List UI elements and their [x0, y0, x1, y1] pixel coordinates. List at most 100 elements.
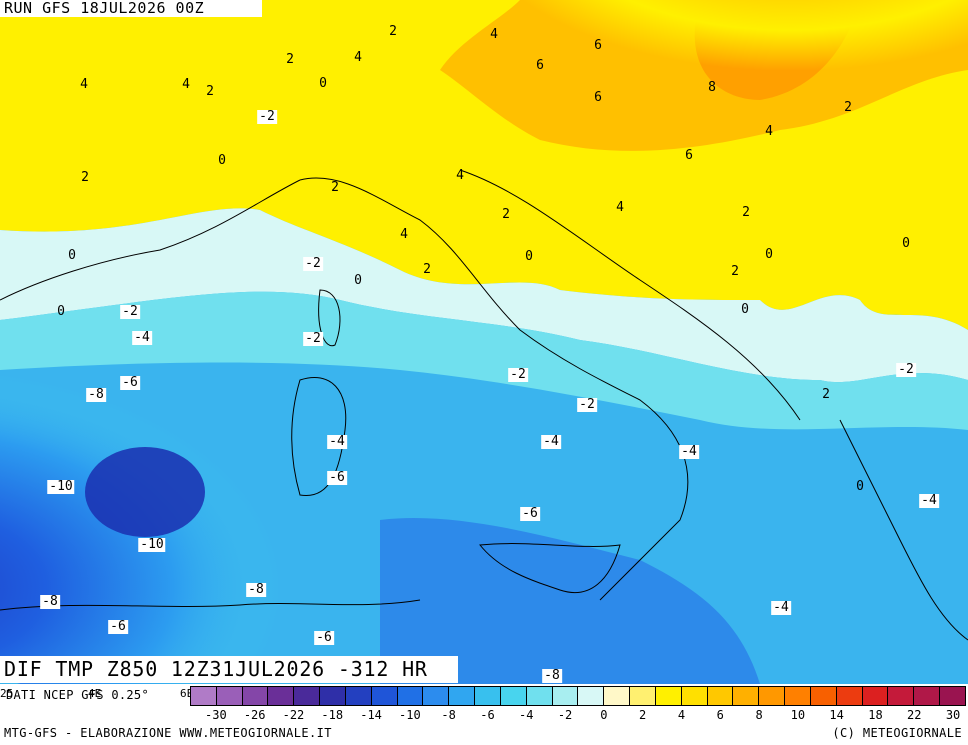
- color-scale-bar: [190, 686, 966, 706]
- isotherm-label: -2: [120, 304, 140, 319]
- color-scale-tick-label: 10: [790, 708, 806, 722]
- color-scale-tick-label: -8: [441, 708, 456, 722]
- color-scale-swatch: [785, 687, 811, 705]
- isotherm-label: 2: [81, 170, 89, 185]
- color-scale-swatch: [526, 687, 553, 705]
- isotherm-label: -2: [577, 397, 597, 412]
- isotherm-label: -8: [246, 582, 266, 597]
- color-scale-swatch: [862, 687, 889, 705]
- color-scale-swatch: [191, 687, 217, 705]
- color-scale-swatch: [475, 687, 501, 705]
- color-scale-tick-label: -22: [282, 708, 305, 722]
- color-scale-tick-label: 6: [716, 708, 724, 722]
- coast-france-spain: [0, 179, 301, 301]
- isotherm-label: 0: [68, 248, 76, 263]
- footer-credits: MTG-GFS - ELABORAZIONE WWW.METEOGIORNALE…: [4, 726, 332, 740]
- isotherm-label: 0: [856, 479, 864, 494]
- color-scale-swatch: [345, 687, 372, 705]
- color-scale-swatch: [500, 687, 527, 705]
- isotherm-label: 6: [594, 90, 602, 105]
- isotherm-label: 8: [708, 80, 716, 95]
- color-scale-tick-label: -6: [480, 708, 495, 722]
- color-scale-swatch: [630, 687, 656, 705]
- isotherm-label: -10: [138, 537, 166, 552]
- color-scale-swatch: [552, 687, 579, 705]
- isotherm-label: -4: [327, 434, 347, 449]
- color-scale-swatch: [604, 687, 631, 705]
- isotherm-label: 2: [502, 207, 510, 222]
- color-scale-swatch: [423, 687, 450, 705]
- edge-label-6e: 6E: [180, 687, 194, 700]
- isotherm-label: 6: [536, 58, 544, 73]
- temperature-anomaly-map: [0, 0, 968, 684]
- color-scale-swatch: [294, 687, 321, 705]
- parameter-label: DIF TMP Z850 12Z31JUL2026 -312 HR: [0, 656, 458, 683]
- edge-label-left: 25: [0, 687, 14, 700]
- color-scale-swatch: [733, 687, 760, 705]
- color-scale-tick-label: -10: [399, 708, 421, 722]
- isotherm-label: -4: [132, 330, 152, 345]
- isotherm-label: -4: [771, 600, 791, 615]
- isotherm-label: 0: [218, 153, 226, 168]
- color-scale-tick-label: -18: [321, 708, 344, 722]
- isotherm-label: 2: [331, 180, 339, 195]
- warm-overlay: [300, 0, 968, 240]
- coast-corsica: [318, 289, 341, 347]
- color-scale-tick-label: 4: [677, 708, 686, 722]
- isotherm-label: -6: [108, 619, 128, 634]
- color-scale-swatch: [578, 687, 605, 705]
- coast-greece: [839, 419, 968, 641]
- isotherm-label: -6: [314, 630, 334, 645]
- isotherm-label: 4: [490, 27, 498, 42]
- isotherm-label: 2: [844, 100, 852, 115]
- isotherm-label: 4: [765, 124, 773, 139]
- isotherm-label: -2: [257, 109, 277, 124]
- isotherm-label: -4: [679, 444, 699, 459]
- color-scale-swatch: [216, 687, 243, 705]
- coast-sicily: [479, 543, 621, 594]
- isotherm-label: -2: [508, 367, 528, 382]
- color-scale-tick-label: -26: [243, 708, 266, 722]
- isotherm-label: -2: [303, 331, 323, 346]
- isotherm-label: 0: [57, 304, 65, 319]
- isotherm-label: 2: [389, 24, 397, 39]
- color-scale-swatch: [242, 687, 269, 705]
- color-scale-swatch: [940, 687, 965, 705]
- isotherm-label: -2: [303, 256, 323, 271]
- color-scale-swatch: [759, 687, 786, 705]
- isotherm-label: 2: [822, 387, 830, 402]
- edge-label-4e: 4E: [88, 687, 102, 700]
- color-scale-swatch: [681, 687, 708, 705]
- isotherm-label: 0: [319, 76, 327, 91]
- color-scale-tick-label: -2: [557, 708, 573, 722]
- isotherm-label: 6: [594, 38, 602, 53]
- color-scale-swatch: [707, 687, 734, 705]
- isotherm-label: 2: [423, 262, 431, 277]
- color-scale-swatch: [268, 687, 295, 705]
- color-scale-swatch: [397, 687, 424, 705]
- isotherm-label: 4: [80, 77, 88, 92]
- color-scale-swatch: [655, 687, 682, 705]
- coast-adriatic: [459, 169, 801, 421]
- color-scale-swatch: [371, 687, 398, 705]
- neutral-band: [0, 208, 968, 383]
- run-label: RUN GFS 18JUL2026 00Z: [0, 0, 262, 17]
- isotherm-label: 2: [731, 264, 739, 279]
- color-scale-swatch: [914, 687, 941, 705]
- color-scale-tick-label: 14: [829, 708, 844, 722]
- isotherm-label: 4: [616, 200, 624, 215]
- coldest-core: [85, 447, 205, 537]
- isotherm-label: 4: [400, 227, 408, 242]
- color-scale-swatch: [888, 687, 915, 705]
- color-scale-swatch: [836, 687, 863, 705]
- isotherm-label: -10: [47, 479, 75, 494]
- isotherm-label: 0: [525, 249, 533, 264]
- isotherm-label: -8: [542, 668, 562, 683]
- color-scale-tick-label: -4: [519, 708, 534, 722]
- color-scale-tick-label: 18: [868, 708, 883, 722]
- isotherm-label: 2: [286, 52, 294, 67]
- color-scale-tick-label: 22: [907, 708, 922, 722]
- color-scale-tick-label: 8: [755, 708, 763, 722]
- coast-africa: [0, 599, 421, 611]
